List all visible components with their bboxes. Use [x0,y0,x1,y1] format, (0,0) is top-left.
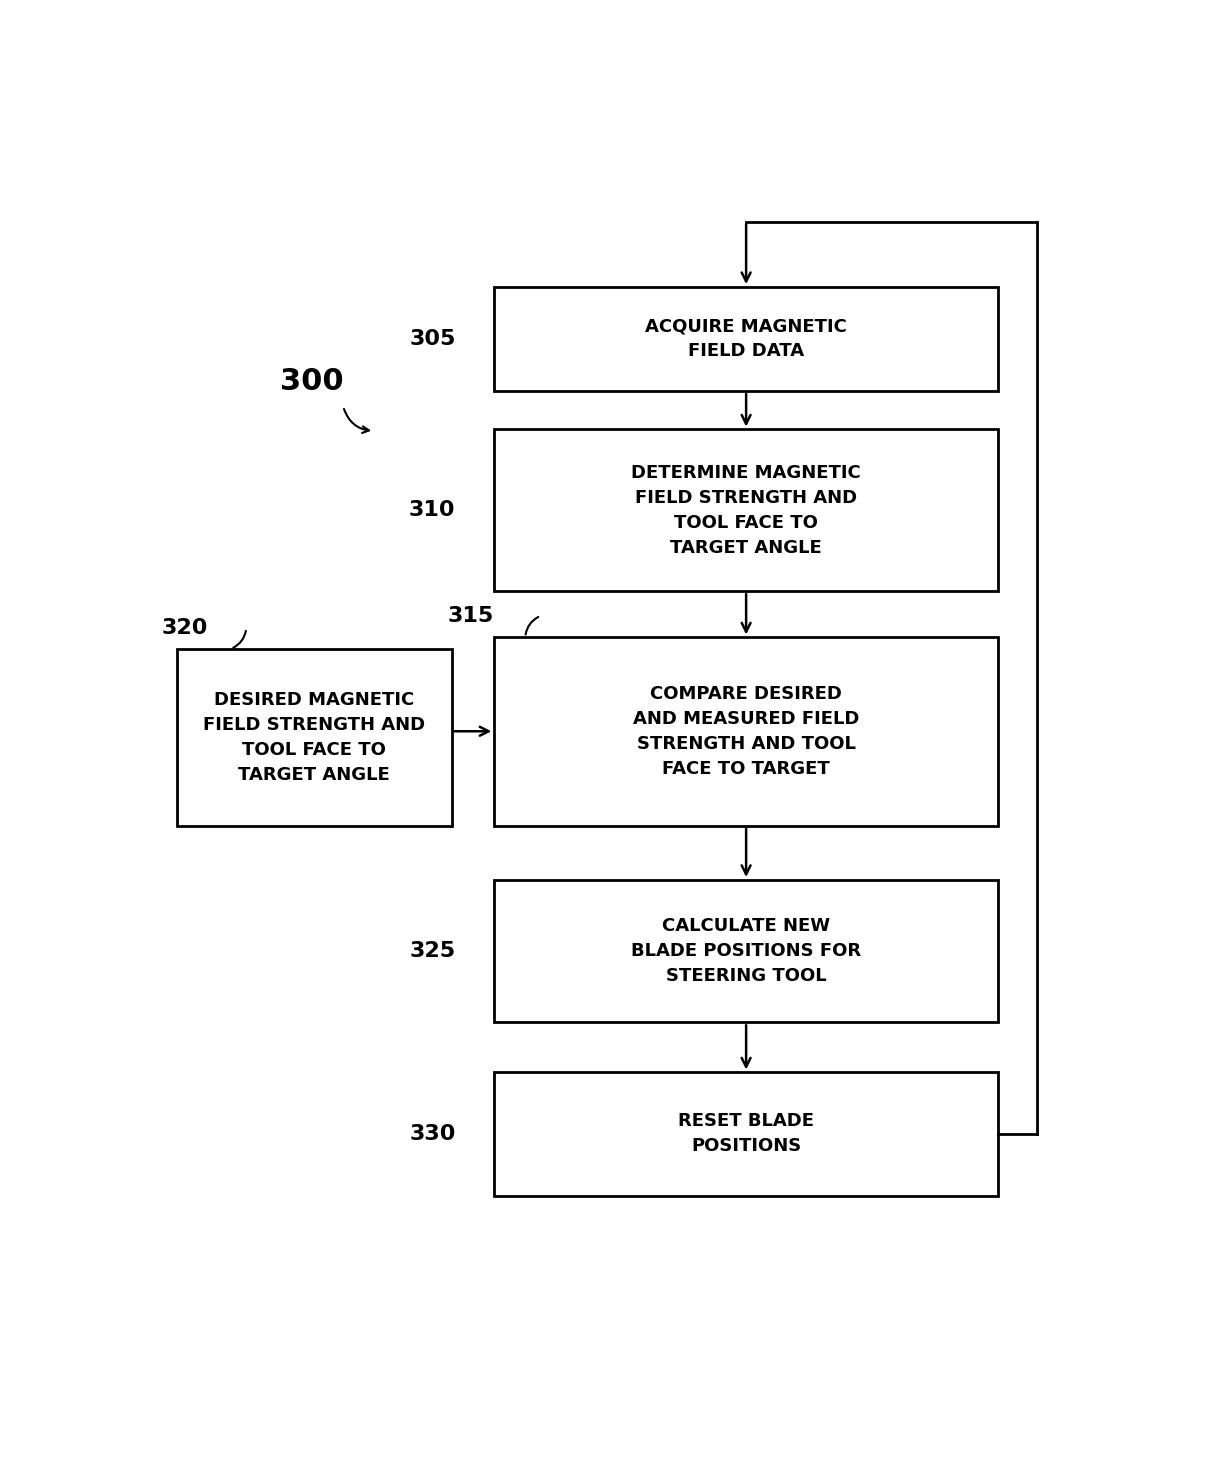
Text: 325: 325 [409,941,456,961]
Text: 300: 300 [281,367,345,396]
Text: COMPARE DESIRED
AND MEASURED FIELD
STRENGTH AND TOOL
FACE TO TARGET: COMPARE DESIRED AND MEASURED FIELD STREN… [633,685,859,779]
Bar [494,1072,998,1195]
Text: 310: 310 [409,500,456,520]
Text: 315: 315 [447,606,494,625]
Bar [494,880,998,1023]
Text: DETERMINE MAGNETIC
FIELD STRENGTH AND
TOOL FACE TO
TARGET ANGLE: DETERMINE MAGNETIC FIELD STRENGTH AND TO… [631,463,861,557]
Text: 305: 305 [409,329,456,349]
Text: ACQUIRE MAGNETIC
FIELD DATA: ACQUIRE MAGNETIC FIELD DATA [645,317,847,361]
Bar [494,286,998,392]
Text: CALCULATE NEW
BLADE POSITIONS FOR
STEERING TOOL: CALCULATE NEW BLADE POSITIONS FOR STEERI… [631,918,861,985]
Text: 330: 330 [409,1124,456,1144]
Bar [177,649,451,825]
Text: RESET BLADE
POSITIONS: RESET BLADE POSITIONS [678,1112,814,1156]
Text: 320: 320 [161,618,207,638]
Bar [494,637,998,825]
Bar [494,430,998,592]
Text: DESIRED MAGNETIC
FIELD STRENGTH AND
TOOL FACE TO
TARGET ANGLE: DESIRED MAGNETIC FIELD STRENGTH AND TOOL… [204,691,425,785]
FancyArrowPatch shape [345,409,369,432]
